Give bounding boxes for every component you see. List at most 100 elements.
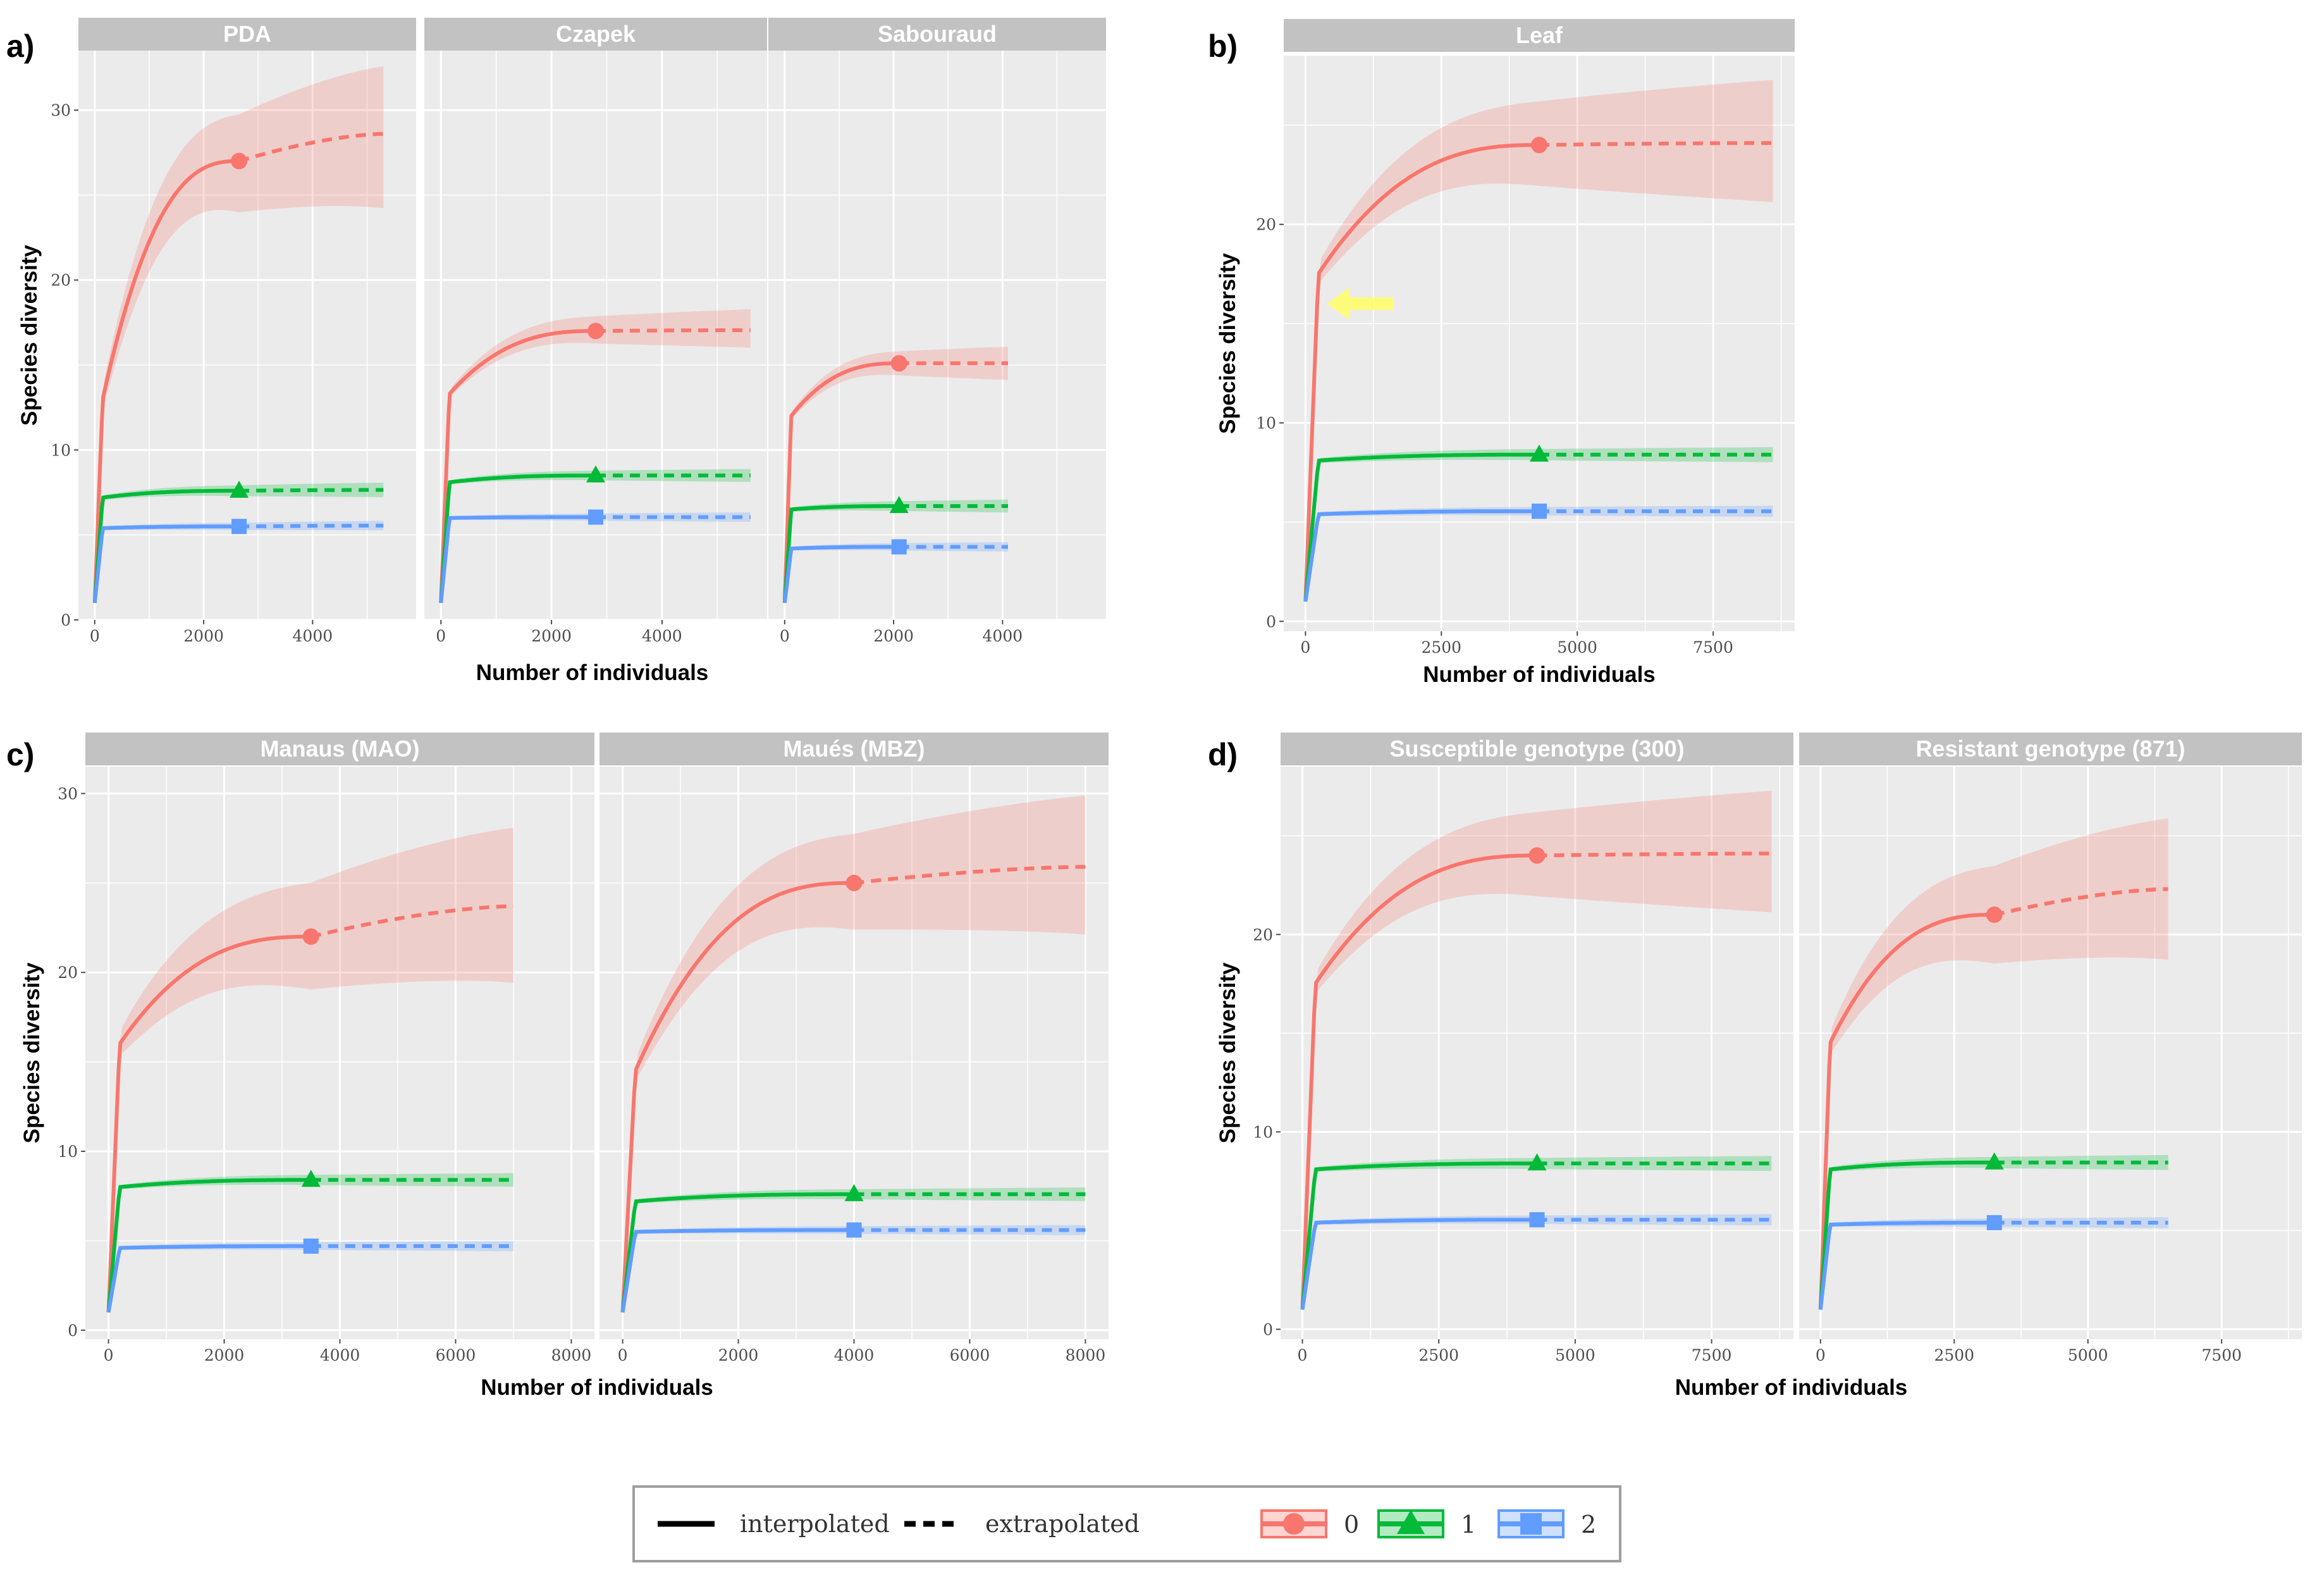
point-order-2	[1986, 1215, 2002, 1230]
y-axis-title: Species diversity	[20, 962, 44, 1144]
extrapolated-line-order-0	[854, 865, 1086, 885]
y-axis-title: Species diversity	[1215, 252, 1240, 434]
x-tick-label: 2000	[531, 627, 572, 645]
point-order-0	[890, 355, 907, 372]
legend-order-0-label: 0	[1344, 1511, 1359, 1538]
facet-strip	[1281, 733, 1793, 765]
interpolated-line-order-1	[106, 1178, 311, 1313]
x-axis-title: Number of individuals	[476, 660, 709, 685]
point-order-1	[230, 480, 249, 498]
point-order-1	[586, 465, 605, 483]
ci-ribbon-order-0	[1305, 80, 1773, 603]
chart-c: c) Species diversity 0 10 20 30 Number of indi…	[6, 733, 1109, 1400]
x-tick-label: 0	[104, 1346, 114, 1364]
y-tick-label: 20	[1253, 925, 1273, 944]
panel-label: d)	[1208, 737, 1238, 772]
facet-strip	[768, 18, 1106, 51]
point-order-0	[1528, 847, 1546, 864]
facet-title: PDA	[223, 21, 271, 47]
interpolated-line-order-1	[1300, 1161, 1537, 1310]
ci-ribbon-order-0	[108, 827, 513, 1314]
interpolated-line-order-2	[1818, 1220, 1995, 1310]
extrapolated-line-order-0	[310, 904, 513, 939]
legend-interpolated-label: interpolated	[740, 1510, 890, 1538]
y-tick-label: 20	[51, 271, 71, 290]
interpolated-line-order-1	[1303, 452, 1539, 602]
extrapolated-line-order-0	[238, 132, 384, 163]
point-order-0	[587, 323, 604, 340]
point-order-1	[1530, 444, 1549, 462]
x-tick-label: 4000	[834, 1346, 875, 1364]
x-tick-label: 0	[618, 1346, 628, 1364]
interpolated-line-order-2	[92, 524, 240, 603]
x-tick-label: 4000	[293, 627, 333, 645]
interpolated-line-order-1	[1818, 1160, 1995, 1310]
facet-strip	[424, 18, 767, 51]
panel-background	[768, 51, 1106, 620]
facet-title: Manaus (MAO)	[261, 736, 420, 762]
point-order-2	[588, 509, 603, 525]
point-order-1	[1984, 1152, 2004, 1170]
panel-label: b)	[1208, 28, 1238, 64]
x-tick-label: 2500	[1421, 638, 1461, 657]
facet-strip	[1284, 19, 1795, 52]
chart-b: b) Species diversity 0 10 20 Number of indivi…	[1208, 19, 1795, 687]
x-tick-label: 2000	[204, 1346, 245, 1364]
interpolated-line-order-2	[106, 1244, 311, 1313]
y-axis-title: Species diversity	[1215, 962, 1240, 1144]
point-order-2	[1529, 1212, 1545, 1228]
x-tick-label: 0	[1298, 1346, 1308, 1364]
ci-ribbon-order-1	[108, 1173, 513, 1314]
facet-title: Resistant genotype (871)	[1915, 736, 2185, 762]
facet-a-2: Sabouraud 0 2000 4000	[768, 18, 1106, 645]
interpolated-line-order-0	[1300, 853, 1537, 1310]
interpolated-line-order-2	[1300, 1218, 1537, 1310]
x-tick-label: 0	[780, 627, 790, 645]
point-order-2	[1532, 504, 1547, 519]
x-tick-label: 6000	[436, 1346, 476, 1364]
ci-ribbon-order-0	[622, 795, 1086, 1314]
x-tick-label: 2000	[873, 627, 914, 645]
legend-order-1-key	[1377, 1509, 1444, 1538]
legend-extrapolated-label: extrapolated	[985, 1510, 1140, 1538]
chart-d: d) Species diversity 0 10 20 Number of indivi…	[1208, 733, 2302, 1400]
legend-order-1-label: 1	[1461, 1511, 1476, 1538]
facet-strip	[599, 733, 1109, 765]
y-tick-label: 10	[51, 441, 71, 459]
ci-ribbon-order-2	[622, 1225, 1086, 1314]
x-tick-label: 4000	[320, 1346, 360, 1364]
point-order-0	[302, 928, 319, 945]
ci-ribbon-order-0	[1302, 791, 1772, 1311]
panel-label: c)	[6, 737, 34, 772]
x-tick-label: 5000	[1555, 1346, 1595, 1364]
point-order-2	[231, 519, 247, 535]
y-tick-label: 10	[1253, 1123, 1273, 1141]
extrapolated-line-order-0	[1994, 887, 2168, 917]
x-tick-label: 5000	[2068, 1346, 2108, 1364]
point-order-1	[301, 1170, 321, 1187]
facet-a-0: PDA 0 2000 4000	[78, 18, 416, 645]
interpolated-line-order-1	[620, 1192, 854, 1313]
extrapolated-line-order-1	[239, 488, 384, 493]
x-tick-label: 4000	[983, 627, 1023, 645]
facet-title: Susceptible genotype (300)	[1389, 736, 1684, 762]
interpolated-line-order-0	[92, 159, 240, 603]
facet-title: Czapek	[556, 21, 636, 47]
point-order-1	[844, 1184, 864, 1201]
facet-title: Maués (MBZ)	[784, 736, 925, 762]
extrapolated-line-order-0	[1537, 851, 1772, 858]
yellow-arrow-icon	[1327, 288, 1393, 319]
x-tick-label: 8000	[551, 1346, 592, 1364]
interpolated-line-order-0	[620, 881, 854, 1313]
ci-ribbon-order-0	[784, 347, 1008, 605]
facet-strip	[1799, 733, 2302, 765]
square-icon	[1520, 1513, 1542, 1535]
extrapolated-line-order-0	[595, 328, 751, 333]
y-tick-label: 0	[61, 611, 71, 629]
x-tick-label: 0	[90, 627, 100, 645]
y-tick-label: 0	[68, 1321, 78, 1340]
point-order-0	[1531, 137, 1547, 154]
legend-order-2-key	[1497, 1509, 1565, 1538]
interpolated-line-order-0	[1818, 913, 1995, 1310]
x-tick-label: 0	[1300, 638, 1310, 657]
